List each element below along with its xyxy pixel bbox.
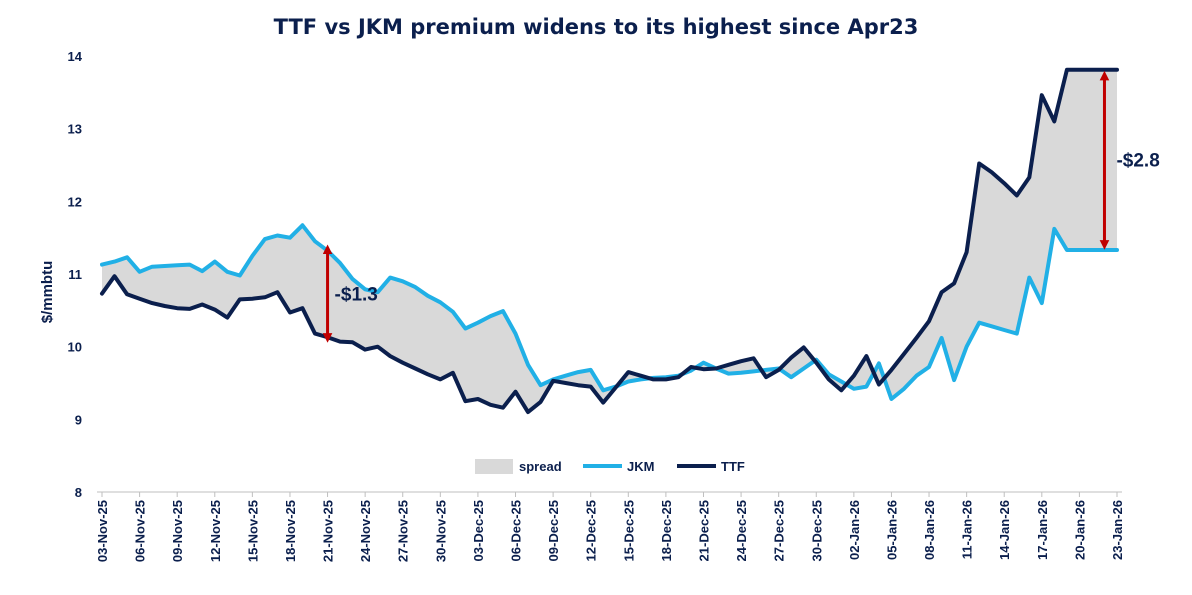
x-tick-label: 12-Nov-25 xyxy=(208,500,223,562)
y-axis-label: $/mmbtu xyxy=(39,261,56,324)
x-tick-label: 20-Jan-26 xyxy=(1072,500,1087,560)
legend-ttf-label: TTF xyxy=(721,459,745,474)
plot-area xyxy=(97,67,1122,493)
y-tick-label: 12 xyxy=(68,194,82,209)
x-tick-label: 15-Nov-25 xyxy=(245,500,260,562)
x-tick-label: 18-Nov-25 xyxy=(283,500,298,562)
spread-annotation-label: -$1.3 xyxy=(335,285,378,306)
annotations: -$1.3 -$2.8 xyxy=(322,70,1160,343)
x-tick-label: 06-Dec-25 xyxy=(509,500,524,561)
x-tick-label: 23-Jan-26 xyxy=(1110,500,1125,560)
x-tick-label: 27-Nov-25 xyxy=(396,500,411,562)
x-tick-label: 09-Nov-25 xyxy=(170,500,185,562)
legend: spread JKM TTF xyxy=(475,459,745,474)
x-tick-label: 03-Dec-25 xyxy=(471,500,486,561)
y-tick-label: 14 xyxy=(68,49,83,64)
x-axis: 03-Nov-25 06-Nov-25 09-Nov-25 12-Nov-25 15-N… xyxy=(95,492,1125,562)
jkm-line xyxy=(100,223,1119,401)
x-tick-label: 30-Dec-25 xyxy=(809,500,824,561)
x-tick-label: 24-Nov-25 xyxy=(358,500,373,562)
spread-area xyxy=(102,69,1117,413)
x-tick-label: 09-Dec-25 xyxy=(546,500,561,561)
x-tick-label: 15-Dec-25 xyxy=(621,500,636,561)
x-tick-label: 14-Jan-26 xyxy=(997,500,1012,560)
y-tick-label: 9 xyxy=(75,412,82,427)
x-tick-label: 21-Dec-25 xyxy=(697,500,712,561)
x-tick-label: 11-Jan-26 xyxy=(960,500,975,559)
legend-spread-label: spread xyxy=(519,459,562,474)
x-tick-label: 05-Jan-26 xyxy=(884,500,899,560)
chart-title: TTF vs JKM premium widens to its highest… xyxy=(274,15,919,39)
ttf-line xyxy=(100,67,1119,415)
x-tick-label: 21-Nov-25 xyxy=(321,500,336,562)
x-tick-label: 06-Nov-25 xyxy=(133,500,148,562)
spread-annotation-label: -$2.8 xyxy=(1116,150,1159,171)
x-tick-label: 18-Dec-25 xyxy=(659,500,674,561)
y-tick-label: 10 xyxy=(68,340,82,355)
x-tick-label: 02-Jan-26 xyxy=(847,500,862,560)
x-tick-label: 17-Jan-26 xyxy=(1035,500,1050,560)
y-tick-label: 8 xyxy=(75,485,82,500)
y-axis: 8 9 10 11 12 13 14 xyxy=(68,49,83,500)
x-tick-label: 27-Dec-25 xyxy=(772,500,787,561)
legend-jkm-label: JKM xyxy=(627,459,654,474)
y-tick-label: 13 xyxy=(68,122,82,137)
x-tick-label: 08-Jan-26 xyxy=(922,500,937,560)
x-tick-label: 12-Dec-25 xyxy=(584,500,599,561)
x-tick-label: 03-Nov-25 xyxy=(95,500,110,562)
y-tick-label: 11 xyxy=(68,267,82,282)
legend-spread-swatch xyxy=(475,459,513,474)
x-tick-label: 30-Nov-25 xyxy=(433,500,448,562)
x-tick-label: 24-Dec-25 xyxy=(734,500,749,561)
